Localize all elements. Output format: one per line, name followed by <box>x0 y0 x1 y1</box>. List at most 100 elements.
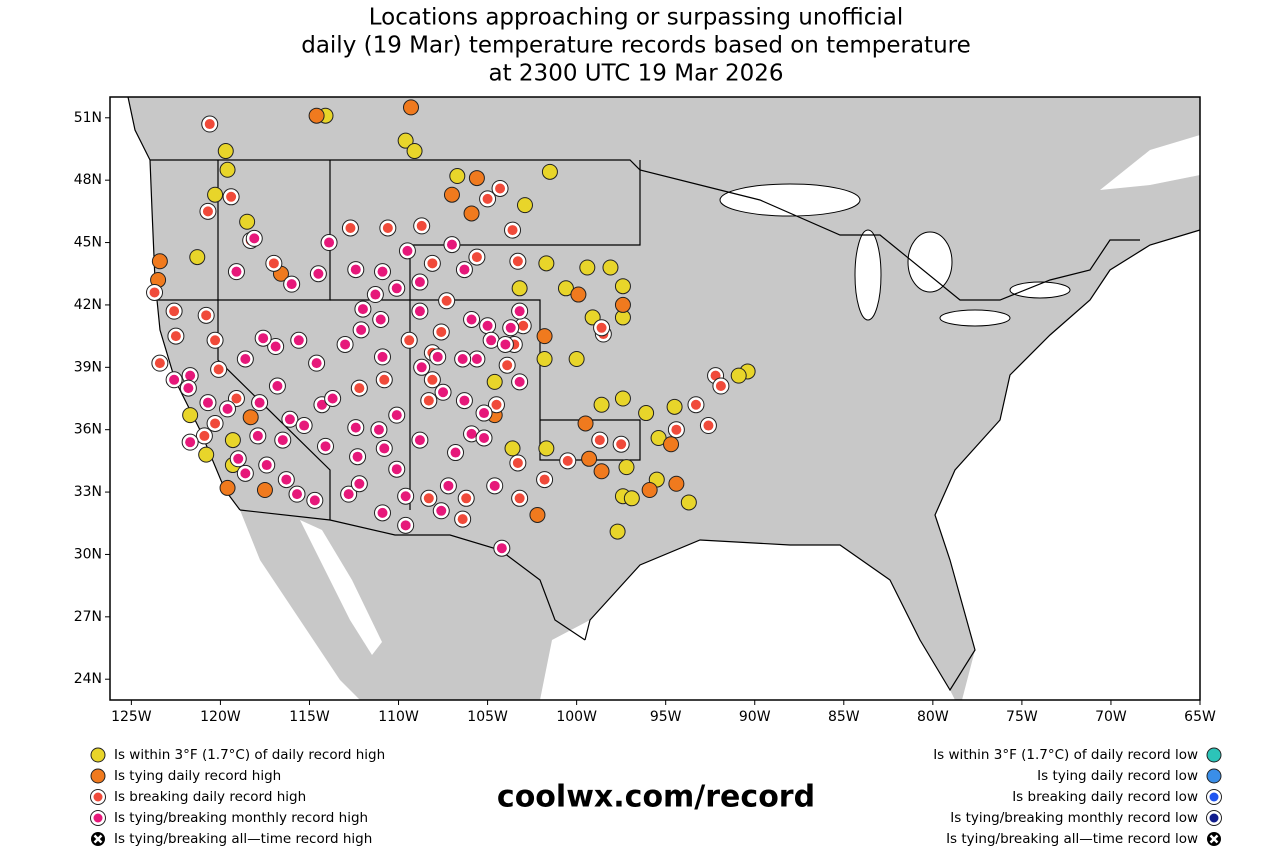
point <box>354 478 365 489</box>
y-tick-label: 24N <box>74 671 102 687</box>
point <box>538 255 555 272</box>
point <box>641 481 658 498</box>
point <box>254 397 265 408</box>
point <box>471 252 482 263</box>
point <box>201 310 212 321</box>
point <box>210 418 221 429</box>
point <box>213 364 224 375</box>
point <box>198 446 215 463</box>
point <box>663 436 680 453</box>
x-tick-label: 100W <box>556 709 597 725</box>
point <box>602 259 619 276</box>
basemap <box>110 96 1201 700</box>
point <box>391 283 402 294</box>
gulf-of-california <box>300 520 382 655</box>
point <box>463 205 480 222</box>
point <box>373 424 384 435</box>
point <box>170 331 181 342</box>
point <box>352 451 363 462</box>
hudson-bay <box>1100 135 1200 190</box>
title-line: daily (19 Mar) temperature records based… <box>301 33 971 59</box>
point <box>541 163 558 180</box>
point <box>518 320 529 331</box>
point <box>593 463 610 480</box>
point <box>500 339 511 350</box>
point <box>614 296 631 313</box>
state-borders <box>217 160 331 301</box>
point <box>185 370 196 381</box>
legend-marker-cross <box>93 834 103 844</box>
point <box>350 422 361 433</box>
point <box>189 249 206 266</box>
coastline <box>127 96 241 511</box>
point <box>459 395 470 406</box>
point <box>539 474 550 485</box>
point <box>210 335 221 346</box>
point <box>169 374 180 385</box>
point <box>466 314 477 325</box>
legend-label: Is within 3°F (1.7°C) of daily record hi… <box>114 747 385 763</box>
point <box>593 396 610 413</box>
gulf-of-mexico <box>540 540 955 700</box>
legend-marker <box>90 747 106 763</box>
point <box>514 376 525 387</box>
point <box>277 435 288 446</box>
point <box>242 409 259 426</box>
point <box>327 393 338 404</box>
point <box>391 410 402 421</box>
point <box>507 225 518 236</box>
point <box>252 430 263 441</box>
point <box>340 339 351 350</box>
title-line: at 2300 UTC 19 Mar 2026 <box>489 61 784 87</box>
point <box>222 403 233 414</box>
point <box>261 460 272 471</box>
point <box>581 450 598 467</box>
point <box>538 440 555 457</box>
lake-superior <box>719 183 861 217</box>
point <box>379 443 390 454</box>
legend-marker <box>1206 768 1222 784</box>
point <box>183 383 194 394</box>
point <box>354 383 365 394</box>
point <box>461 493 472 504</box>
point <box>293 335 304 346</box>
point <box>505 322 516 333</box>
point <box>609 523 626 540</box>
point <box>377 351 388 362</box>
point <box>614 278 631 295</box>
y-tick-label: 36N <box>74 422 102 438</box>
point <box>272 381 283 392</box>
point <box>496 543 507 554</box>
point <box>281 474 292 485</box>
point <box>457 353 468 364</box>
point <box>169 306 180 317</box>
point <box>268 258 279 269</box>
point <box>299 420 310 431</box>
point <box>240 353 251 364</box>
point <box>400 520 411 531</box>
point <box>356 324 367 335</box>
legend-marker <box>1209 792 1219 802</box>
point <box>516 197 533 214</box>
point <box>486 335 497 346</box>
point <box>233 453 244 464</box>
y-tick-label: 48N <box>74 172 102 188</box>
point <box>446 239 457 250</box>
atlantic-ocean <box>935 230 1200 700</box>
point <box>402 245 413 256</box>
x-tick-label: 95W <box>650 709 682 725</box>
point <box>471 353 482 364</box>
point <box>391 464 402 475</box>
legend-label: Is tying daily record low <box>1037 768 1198 784</box>
point <box>231 393 242 404</box>
point <box>151 253 168 270</box>
point <box>568 350 585 367</box>
legend-label: Is within 3°F (1.7°C) of daily record lo… <box>933 747 1198 763</box>
x-tick-label: 90W <box>739 709 771 725</box>
point <box>502 360 513 371</box>
point <box>406 143 423 160</box>
legend-label: Is tying/breaking monthly record high <box>114 810 368 826</box>
lake-erie <box>939 309 1011 327</box>
y-tick-label: 27N <box>74 609 102 625</box>
